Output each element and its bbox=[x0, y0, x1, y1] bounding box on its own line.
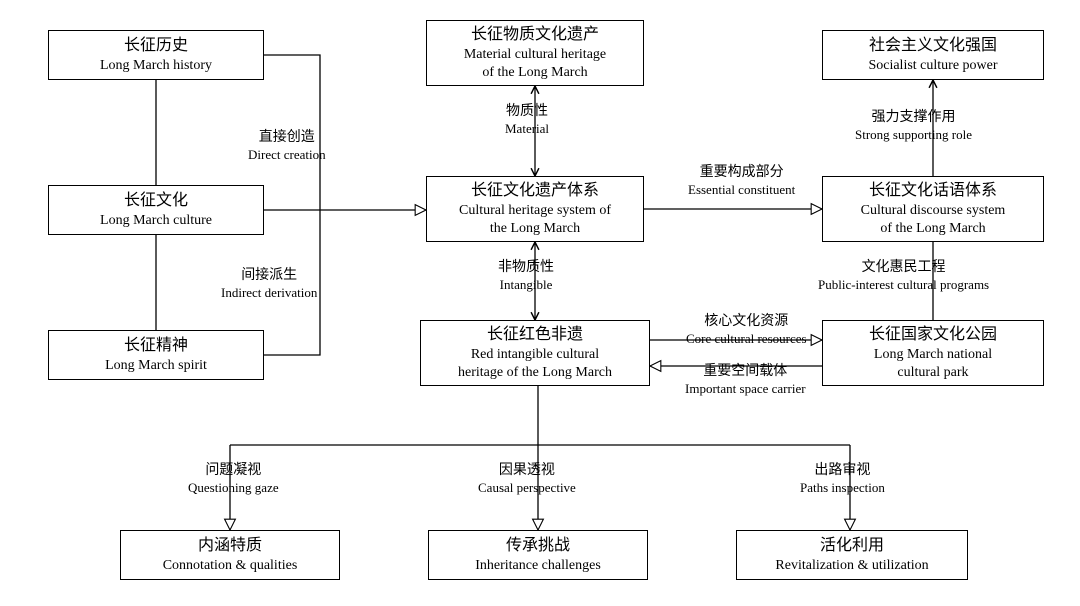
edge-label-support: 强力支撑作用Strong supporting role bbox=[855, 110, 972, 142]
node-heritage: 长征文化遗产体系Cultural heritage system ofthe L… bbox=[426, 176, 644, 242]
node-label-cn: 长征文化话语体系 bbox=[869, 181, 997, 201]
node-label-cn: 长征文化 bbox=[124, 191, 188, 211]
node-label-en: Connotation & qualities bbox=[163, 557, 298, 575]
edge-label-public: 文化惠民工程Public-interest cultural programs bbox=[818, 260, 989, 292]
edge-label-en: Public-interest cultural programs bbox=[818, 277, 989, 293]
edge-label-en: Paths inspection bbox=[800, 480, 885, 496]
node-socialist: 社会主义文化强国Socialist culture power bbox=[822, 30, 1044, 80]
edge-label-material: 物质性Material bbox=[505, 104, 549, 136]
edge-label-en: Strong supporting role bbox=[855, 127, 972, 143]
edge-label-core_res: 核心文化资源Core cultural resources bbox=[686, 314, 807, 346]
node-park: 长征国家文化公园Long March nationalcultural park bbox=[822, 320, 1044, 386]
edge-label-cn: 核心文化资源 bbox=[686, 314, 807, 331]
node-label-en: Socialist culture power bbox=[868, 57, 997, 75]
edge-e-hist-to-direct bbox=[264, 55, 320, 80]
edge-label-indirect: 间接派生Indirect derivation bbox=[221, 268, 317, 300]
node-label-en: Long March culture bbox=[100, 212, 212, 230]
node-label-en: Material cultural heritageof the Long Ma… bbox=[464, 46, 606, 81]
edge-label-cn: 直接创造 bbox=[248, 130, 326, 147]
edge-label-cn: 出路审视 bbox=[800, 463, 885, 480]
node-label-cn: 活化利用 bbox=[820, 536, 884, 556]
node-label-en: Long March history bbox=[100, 57, 212, 75]
edge-label-en: Questioning gaze bbox=[188, 480, 279, 496]
edge-label-cn: 文化惠民工程 bbox=[818, 260, 989, 277]
edge-label-cn: 间接派生 bbox=[221, 268, 317, 285]
node-connotation: 内涵特质Connotation & qualities bbox=[120, 530, 340, 580]
edge-label-cn: 因果透视 bbox=[478, 463, 576, 480]
node-label-cn: 长征国家文化公园 bbox=[869, 325, 997, 345]
node-discourse: 长征文化话语体系Cultural discourse systemof the … bbox=[822, 176, 1044, 242]
node-label-cn: 内涵特质 bbox=[198, 536, 262, 556]
edge-e-spir-to-indir bbox=[264, 330, 320, 355]
edge-label-cn: 非物质性 bbox=[498, 260, 554, 277]
node-culture: 长征文化Long March culture bbox=[48, 185, 264, 235]
node-label-cn: 传承挑战 bbox=[506, 536, 570, 556]
edge-label-causal: 因果透视Causal perspective bbox=[478, 463, 576, 495]
node-label-en: Cultural heritage system ofthe Long Marc… bbox=[459, 202, 611, 237]
edges-layer bbox=[0, 0, 1080, 606]
node-spirit: 长征精神Long March spirit bbox=[48, 330, 264, 380]
node-label-en: Long March spirit bbox=[105, 357, 207, 375]
node-label-cn: 长征精神 bbox=[124, 336, 188, 356]
edge-label-cn: 强力支撑作用 bbox=[855, 110, 972, 127]
node-label-cn: 长征红色非遗 bbox=[487, 325, 583, 345]
node-label-en: Cultural discourse systemof the Long Mar… bbox=[861, 202, 1006, 237]
edge-label-paths: 出路审视Paths inspection bbox=[800, 463, 885, 495]
edge-label-en: Essential constituent bbox=[688, 182, 795, 198]
edge-label-intangible: 非物质性Intangible bbox=[498, 260, 554, 292]
node-revital: 活化利用Revitalization & utilization bbox=[736, 530, 968, 580]
node-label-en: Long March nationalcultural park bbox=[874, 346, 992, 381]
node-label-cn: 社会主义文化强国 bbox=[869, 36, 997, 56]
edge-label-cn: 重要构成部分 bbox=[688, 165, 795, 182]
node-label-cn: 长征历史 bbox=[124, 36, 188, 56]
edge-label-gaze: 问题凝视Questioning gaze bbox=[188, 463, 279, 495]
edge-label-en: Material bbox=[505, 121, 549, 137]
edge-label-en: Causal perspective bbox=[478, 480, 576, 496]
edge-label-essential: 重要构成部分Essential constituent bbox=[688, 165, 795, 197]
edge-label-cn: 重要空间载体 bbox=[685, 364, 806, 381]
edge-label-cn: 物质性 bbox=[505, 104, 549, 121]
node-red_ich: 长征红色非遗Red intangible culturalheritage of… bbox=[420, 320, 650, 386]
node-label-en: Inheritance challenges bbox=[475, 557, 601, 575]
edge-label-en: Core cultural resources bbox=[686, 331, 807, 347]
edge-label-cn: 问题凝视 bbox=[188, 463, 279, 480]
edge-label-space: 重要空间载体Important space carrier bbox=[685, 364, 806, 396]
node-label-en: Revitalization & utilization bbox=[775, 557, 928, 575]
node-label-cn: 长征文化遗产体系 bbox=[471, 181, 599, 201]
node-history: 长征历史Long March history bbox=[48, 30, 264, 80]
edge-label-en: Important space carrier bbox=[685, 381, 806, 397]
edge-label-en: Intangible bbox=[498, 277, 554, 293]
node-label-cn: 长征物质文化遗产 bbox=[471, 25, 599, 45]
node-label-en: Red intangible culturalheritage of the L… bbox=[458, 346, 612, 381]
node-challenges: 传承挑战Inheritance challenges bbox=[428, 530, 648, 580]
edge-label-en: Direct creation bbox=[248, 147, 326, 163]
node-material_h: 长征物质文化遗产Material cultural heritageof the… bbox=[426, 20, 644, 86]
edge-label-direct: 直接创造Direct creation bbox=[248, 130, 326, 162]
edge-label-en: Indirect derivation bbox=[221, 285, 317, 301]
